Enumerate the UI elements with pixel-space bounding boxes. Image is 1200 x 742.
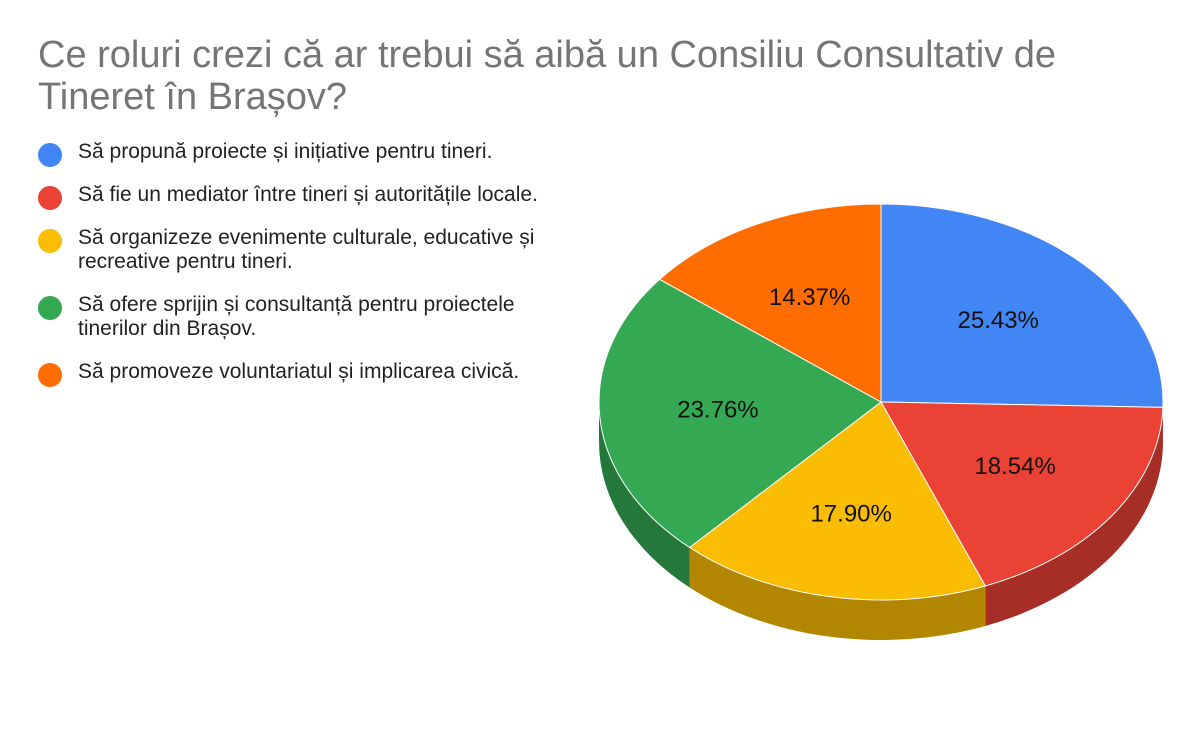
- legend-swatch-icon: [38, 229, 62, 253]
- slice-data-label: 14.37%: [769, 284, 850, 311]
- legend-swatch-icon: [38, 296, 62, 320]
- legend-label: Să promoveze voluntariatul și implicarea…: [78, 360, 520, 383]
- pie-slice[interactable]: [880, 401, 1164, 587]
- pie-slices: [598, 203, 1164, 601]
- legend-item[interactable]: Să ofere sprijin și consultanță pentru p…: [38, 293, 558, 341]
- legend-item[interactable]: Să organizeze evenimente culturale, educ…: [38, 226, 558, 274]
- legend-item[interactable]: Să promoveze voluntariatul și implicarea…: [38, 360, 558, 387]
- slice-data-label: 18.54%: [974, 453, 1055, 480]
- legend-swatch-icon: [38, 363, 62, 387]
- legend: Să propună proiecte și inițiative pentru…: [38, 140, 558, 403]
- slice-data-label: 23.76%: [677, 396, 758, 423]
- legend-swatch-icon: [38, 186, 62, 210]
- slice-data-label: 17.90%: [810, 500, 891, 527]
- pie-slice-side: [689, 547, 986, 641]
- pie-slice[interactable]: [658, 203, 882, 403]
- legend-label: Să ofere sprijin și consultanță pentru p…: [78, 293, 515, 340]
- legend-label: Să organizeze evenimente culturale, educ…: [78, 226, 535, 273]
- legend-label: Să propună proiecte și inițiative pentru…: [78, 140, 493, 163]
- pie-slice-side: [985, 407, 1163, 626]
- chart-title: Ce roluri crezi că ar trebui să aibă un …: [38, 34, 1057, 118]
- slice-data-label: 25.43%: [958, 307, 1039, 334]
- pie-slice[interactable]: [880, 203, 1164, 408]
- legend-item[interactable]: Să fie un mediator între tineri și autor…: [38, 183, 558, 210]
- pie-slice[interactable]: [688, 401, 987, 601]
- pie-slice[interactable]: [598, 278, 882, 549]
- legend-item[interactable]: Să propună proiecte și inițiative pentru…: [38, 140, 558, 167]
- legend-swatch-icon: [38, 143, 62, 167]
- pie-labels: 25.43% 18.54% 17.90% 23.76% 14.37%: [677, 284, 1056, 527]
- legend-label: Să fie un mediator între tineri și autor…: [78, 183, 538, 206]
- pie-slice-side: [598, 402, 690, 588]
